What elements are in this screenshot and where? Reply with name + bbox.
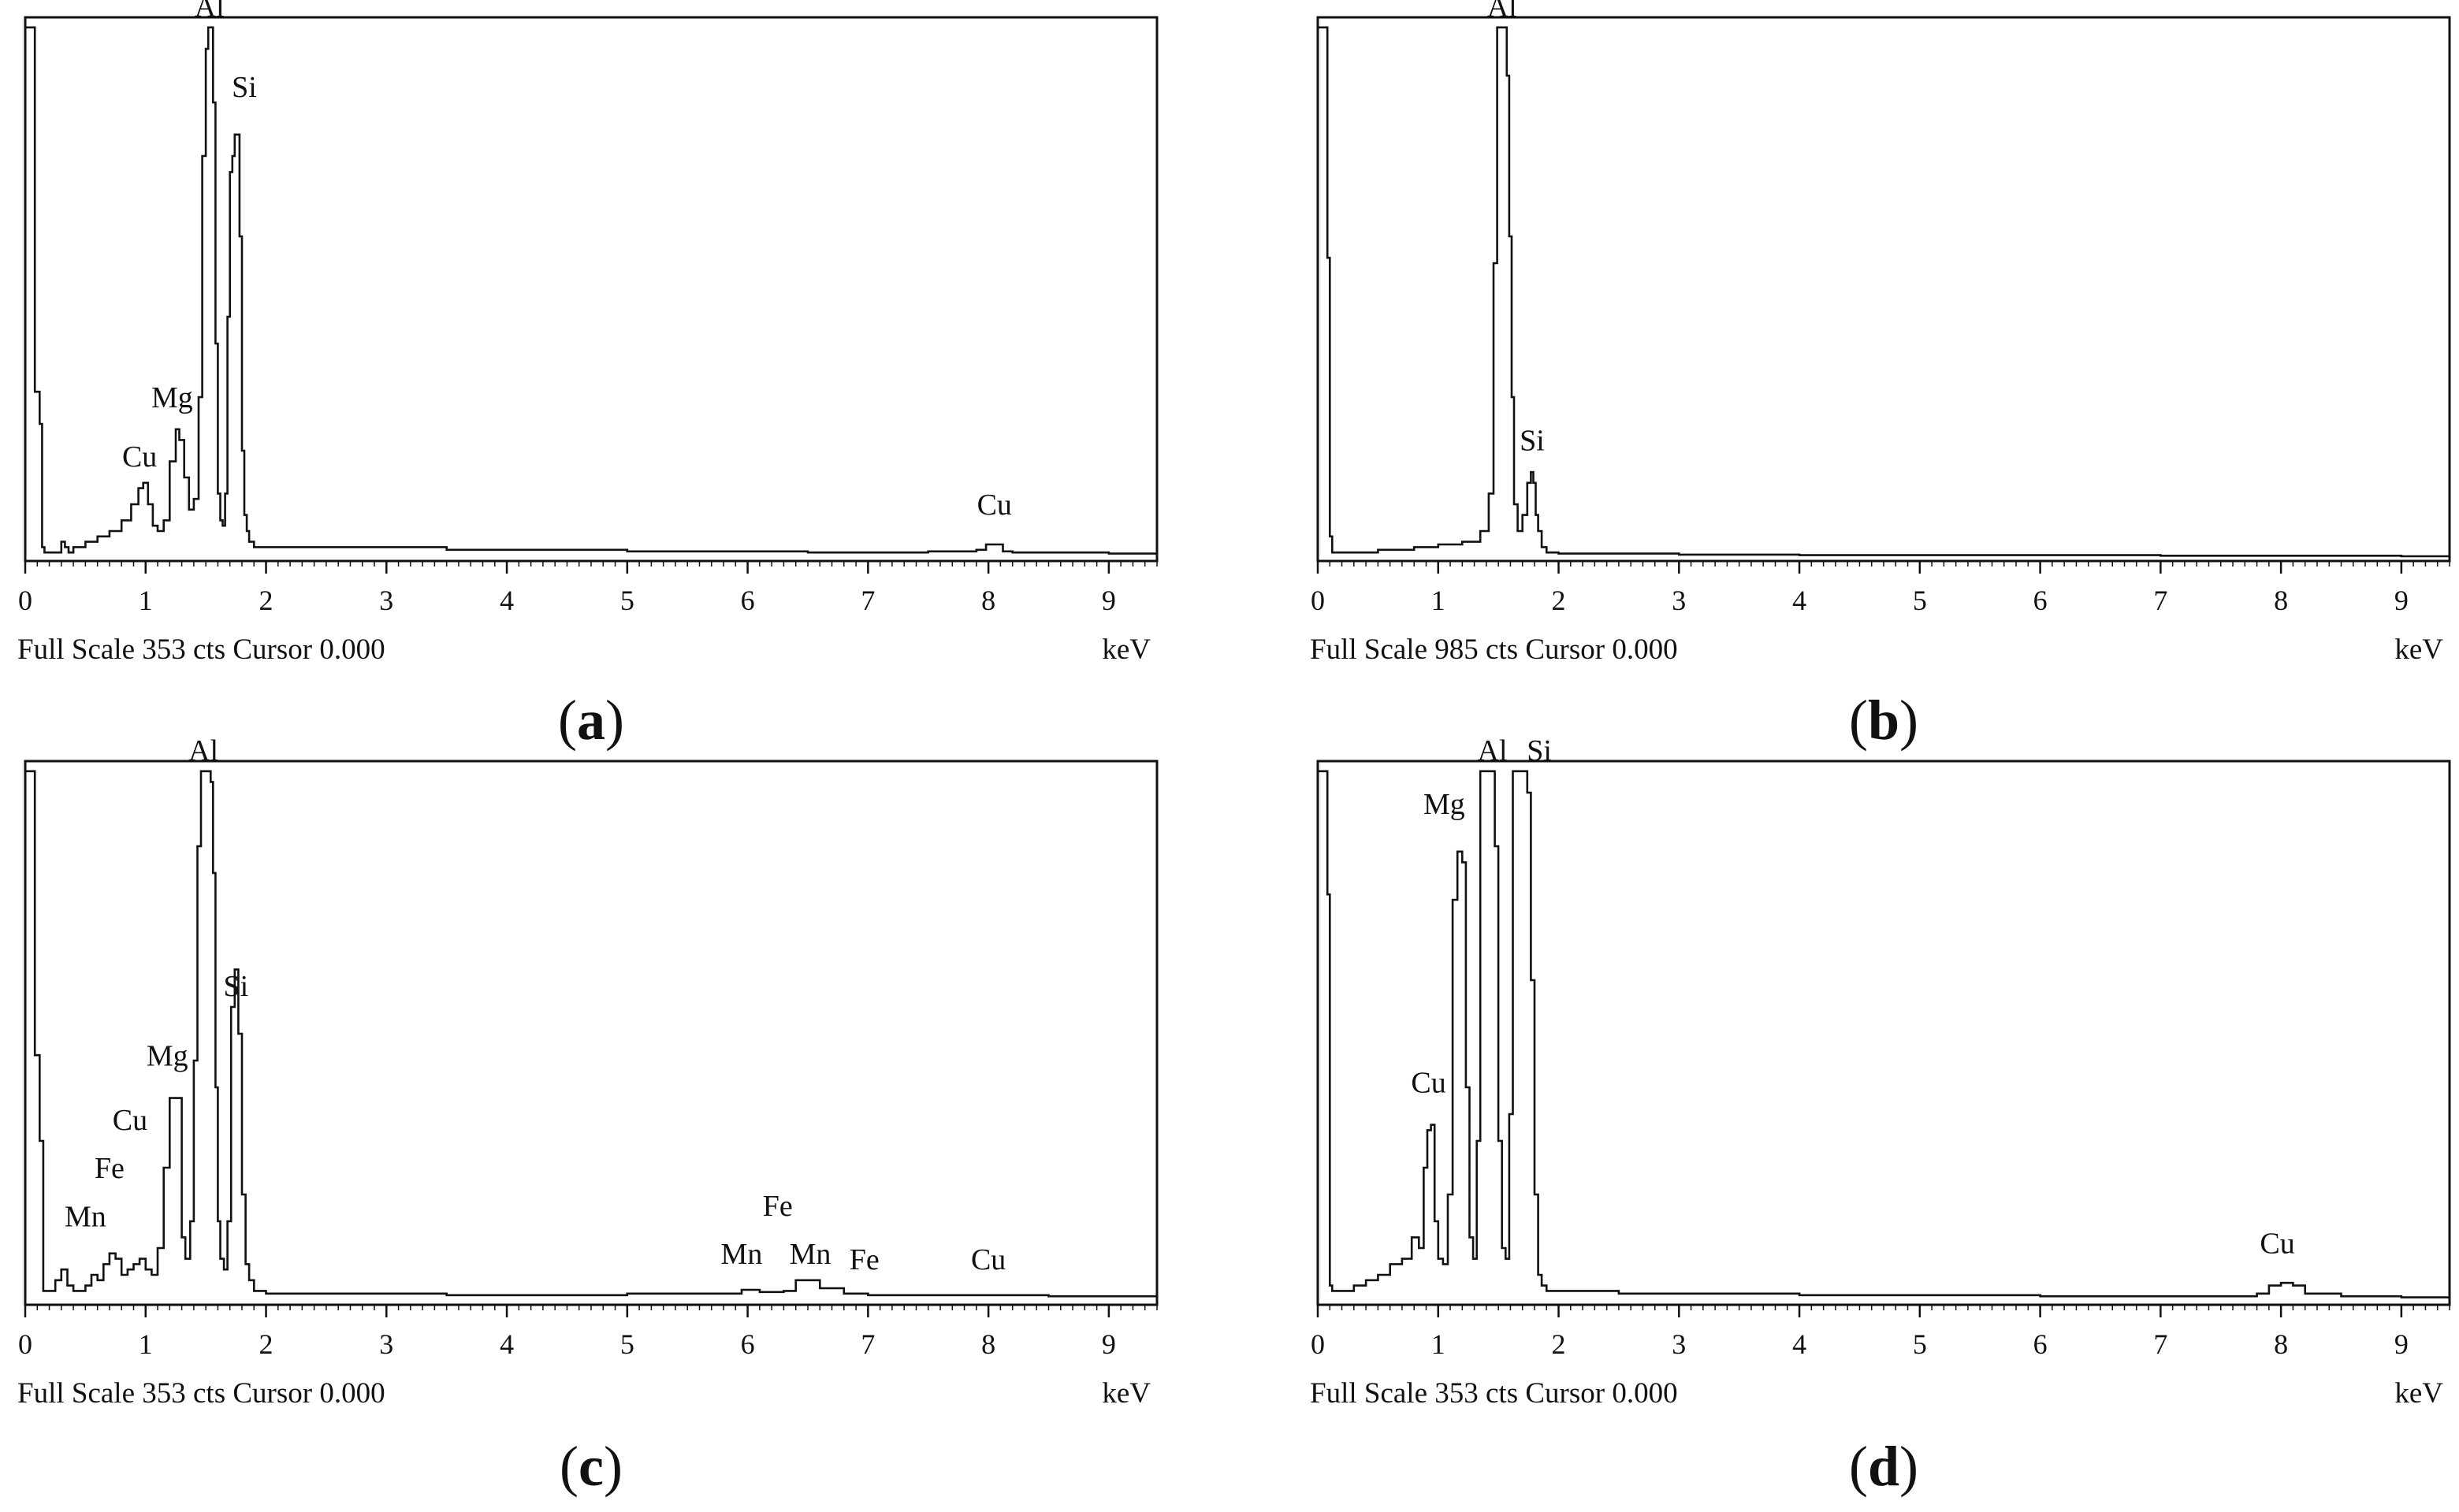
x-tick-label: 8: [981, 1328, 995, 1360]
peak-label: Al: [1478, 734, 1508, 767]
x-tick-label: 7: [2153, 585, 2167, 616]
x-tick-label: 7: [861, 1328, 875, 1360]
x-tick-label: 9: [1102, 1328, 1116, 1360]
peak-label: Cu: [113, 1104, 147, 1137]
plot-frame: [1316, 760, 2451, 1306]
peak-label: Si: [1527, 734, 1552, 767]
spectrum-trace: [1318, 26, 2450, 558]
peak-label: Cu: [122, 440, 157, 474]
spectrum-panel-a: 0 1 2 3 4 5 6 7 8 9 Full Scale 353 cts Cursor 0.00…: [17, 0, 1159, 752]
x-tick-label: 0: [18, 1328, 32, 1360]
peak-label: Al: [1487, 0, 1517, 24]
x-tick-label: 1: [139, 585, 153, 616]
plot-frame: [24, 760, 1159, 1306]
panel-letter: (d): [1849, 1435, 1918, 1498]
x-tick-label: 0: [1311, 1328, 1325, 1360]
peak-label: Si: [1520, 425, 1545, 458]
spectrum-trace: [25, 26, 1157, 555]
spectrum-panel-b: 0 1 2 3 4 5 6 7 8 9 Full Scale 985 cts Cursor 0.00…: [1310, 0, 2451, 752]
unit-label: keV: [2394, 1377, 2443, 1410]
x-tick-label: 2: [1552, 1328, 1566, 1360]
x-tick-label: 2: [259, 1328, 273, 1360]
peak-label: Cu: [977, 489, 1012, 522]
x-tick-label: 3: [379, 585, 393, 616]
peak-label: Mg: [151, 381, 193, 414]
x-tick-label: 6: [2033, 1328, 2048, 1360]
x-tick-label: 6: [741, 1328, 755, 1360]
x-tick-label: 1: [1431, 585, 1445, 616]
full-scale-readout: Full Scale 353 cts Cursor 0.000: [17, 1377, 385, 1410]
x-tick-label: 1: [1431, 1328, 1445, 1360]
spectrum-panel-c: 0 1 2 3 4 5 6 7 8 9 Full Scale 353 cts Cursor 0.00…: [17, 734, 1159, 1498]
unit-label: keV: [1102, 1377, 1151, 1410]
spectrum-trace: [1318, 770, 2450, 1298]
spectrum-panel-d: 0 1 2 3 4 5 6 7 8 9 Full Scale 353 cts Cursor 0.00…: [1310, 734, 2451, 1498]
x-tick-label: 8: [2274, 585, 2288, 616]
panel-letter: (b): [1849, 689, 1918, 752]
x-tick-label: 9: [1102, 585, 1116, 616]
full-scale-readout: Full Scale 353 cts Cursor 0.000: [1310, 1377, 1678, 1410]
x-tick-label: 4: [1792, 585, 1806, 616]
x-tick-label: 8: [981, 585, 995, 616]
peak-label: Cu: [1411, 1066, 1445, 1099]
x-tick-label: 4: [500, 1328, 514, 1360]
x-tick-label: 4: [500, 585, 514, 616]
peak-label: Fe: [95, 1152, 125, 1185]
x-tick-label: 3: [1672, 585, 1686, 616]
x-tick-label: 3: [1672, 1328, 1686, 1360]
full-scale-readout: Full Scale 985 cts Cursor 0.000: [1310, 633, 1678, 666]
x-tick-label: 2: [1552, 585, 1566, 616]
plot-frame: [1316, 16, 2451, 563]
x-tick-label: 6: [741, 585, 755, 616]
x-tick-label: 7: [861, 585, 875, 616]
peak-label: Mn: [721, 1238, 763, 1271]
peak-label: Mn: [790, 1238, 831, 1271]
panel-letter: (a): [558, 689, 624, 752]
spectrum-trace: [25, 770, 1157, 1298]
x-tick-label: 4: [1792, 1328, 1806, 1360]
x-tick-label: 6: [2033, 585, 2048, 616]
peak-label: Si: [223, 970, 248, 1003]
unit-label: keV: [1102, 633, 1151, 666]
x-tick-label: 8: [2274, 1328, 2288, 1360]
plot-frame: [24, 16, 1159, 563]
peak-label: Fe: [850, 1243, 880, 1276]
x-tick-label: 9: [2394, 1328, 2409, 1360]
peak-label: Mn: [65, 1200, 106, 1233]
x-tick-label: 0: [18, 585, 32, 616]
peak-label: Fe: [763, 1190, 793, 1223]
x-tick-label: 1: [139, 1328, 153, 1360]
x-tick-label: 5: [620, 1328, 634, 1360]
x-tick-label: 0: [1311, 585, 1325, 616]
peak-label: Cu: [2260, 1227, 2294, 1260]
x-tick-label: 5: [1913, 1328, 1927, 1360]
peak-label: Al: [195, 0, 225, 24]
x-tick-label: 3: [379, 1328, 393, 1360]
peak-label: Al: [188, 734, 218, 767]
peak-label: Cu: [971, 1243, 1006, 1276]
x-tick-label: 2: [259, 585, 273, 616]
x-tick-label: 9: [2394, 585, 2409, 616]
peak-label: Si: [232, 71, 257, 104]
unit-label: keV: [2394, 633, 2443, 666]
peak-label: Mg: [1423, 788, 1465, 821]
full-scale-readout: Full Scale 353 cts Cursor 0.000: [17, 633, 385, 666]
x-tick-label: 5: [620, 585, 634, 616]
x-tick-label: 5: [1913, 585, 1927, 616]
panel-letter: (c): [560, 1435, 623, 1498]
x-tick-label: 7: [2153, 1328, 2167, 1360]
peak-label: Mg: [147, 1039, 188, 1072]
